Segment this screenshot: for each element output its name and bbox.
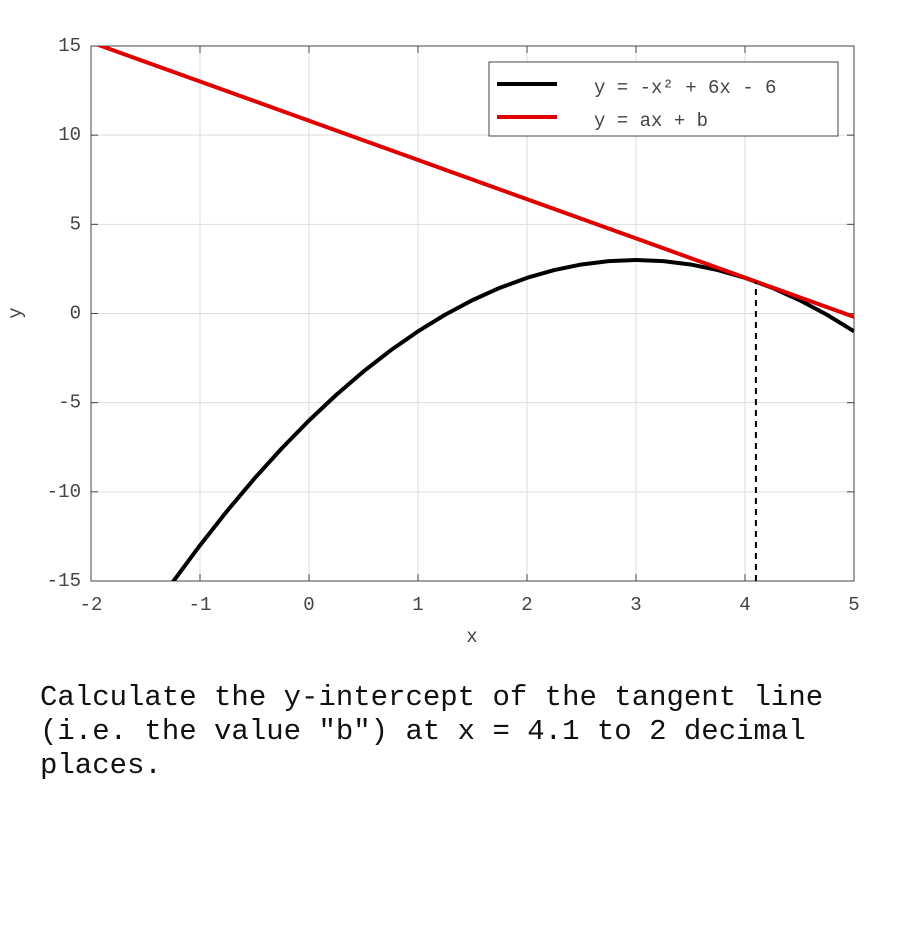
question: Calculate the y-intercept of the tangent… (40, 681, 824, 782)
x-tick-label: -2 (80, 594, 103, 616)
x-axis-label: x (466, 626, 477, 648)
y-tick-label: -10 (47, 481, 81, 503)
legend-label: y = ax + b (594, 110, 708, 132)
y-tick-label: 0 (70, 303, 81, 325)
line-series (171, 258, 854, 581)
y-tick-label: 5 (70, 213, 81, 235)
y-tick-label: -15 (47, 570, 81, 592)
x-tick-label: 2 (521, 594, 532, 616)
y-tick-label: 15 (58, 35, 81, 57)
x-tick-label: 5 (848, 594, 859, 616)
x-tick-label: 3 (630, 594, 641, 616)
y-axis-label: y (5, 307, 27, 318)
x-tick-label: -1 (189, 594, 212, 616)
x-tick-label: 1 (412, 594, 423, 616)
y-tick-label: -5 (58, 392, 81, 414)
x-tick-label: 4 (739, 594, 750, 616)
line-series (95, 46, 854, 319)
legend-box (488, 61, 839, 137)
plot-area (95, 46, 854, 581)
plot-frame (90, 45, 855, 582)
legend-label: y = -x² + 6x - 6 (594, 77, 776, 99)
x-tick-label: 0 (303, 594, 314, 616)
y-tick-label: 10 (58, 124, 81, 146)
